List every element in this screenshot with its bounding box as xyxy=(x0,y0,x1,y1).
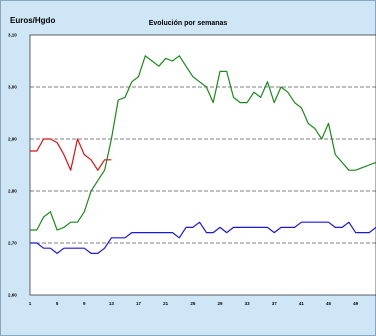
x-tick-label: 5 xyxy=(56,301,59,306)
y-tick-label: 2,60 xyxy=(8,293,17,298)
x-tick-label: 45 xyxy=(326,301,332,306)
x-tick-label: 25 xyxy=(190,301,196,306)
chart-title: Evolución por semanas xyxy=(148,20,228,27)
gridlines xyxy=(30,86,376,244)
series-line-1 xyxy=(30,138,112,171)
series-lines xyxy=(30,55,376,254)
x-ticks: 1 5 9 13 17 21 25 29 33 37 41 45 49 xyxy=(29,301,359,306)
x-tick-label: 33 xyxy=(245,301,251,306)
x-tick-label: 21 xyxy=(163,301,169,306)
y-tick-label: 3,00 xyxy=(8,85,17,90)
plot-area xyxy=(29,34,376,296)
x-tick-label: 29 xyxy=(217,301,223,306)
y-axis-title: Euros/Hgdo xyxy=(10,16,56,25)
x-tick-label: 9 xyxy=(83,301,86,306)
x-tick-label: 1 xyxy=(29,301,32,306)
y-tick-label: 2,90 xyxy=(8,137,17,142)
y-ticks: 2,60 2,70 2,80 2,90 3,00 3,10 xyxy=(8,33,17,298)
x-tick-label: 13 xyxy=(109,301,115,306)
y-tick-label: 3,10 xyxy=(8,33,17,38)
x-tick-label: 17 xyxy=(136,301,142,306)
x-tick-label: 37 xyxy=(272,301,278,306)
y-tick-label: 2,80 xyxy=(8,189,17,194)
y-tick-label: 2,70 xyxy=(8,241,17,246)
x-tick-label: 49 xyxy=(353,301,359,306)
x-tick-label: 41 xyxy=(299,301,305,306)
series-line-2 xyxy=(30,55,376,231)
series-line-3 xyxy=(30,221,376,254)
